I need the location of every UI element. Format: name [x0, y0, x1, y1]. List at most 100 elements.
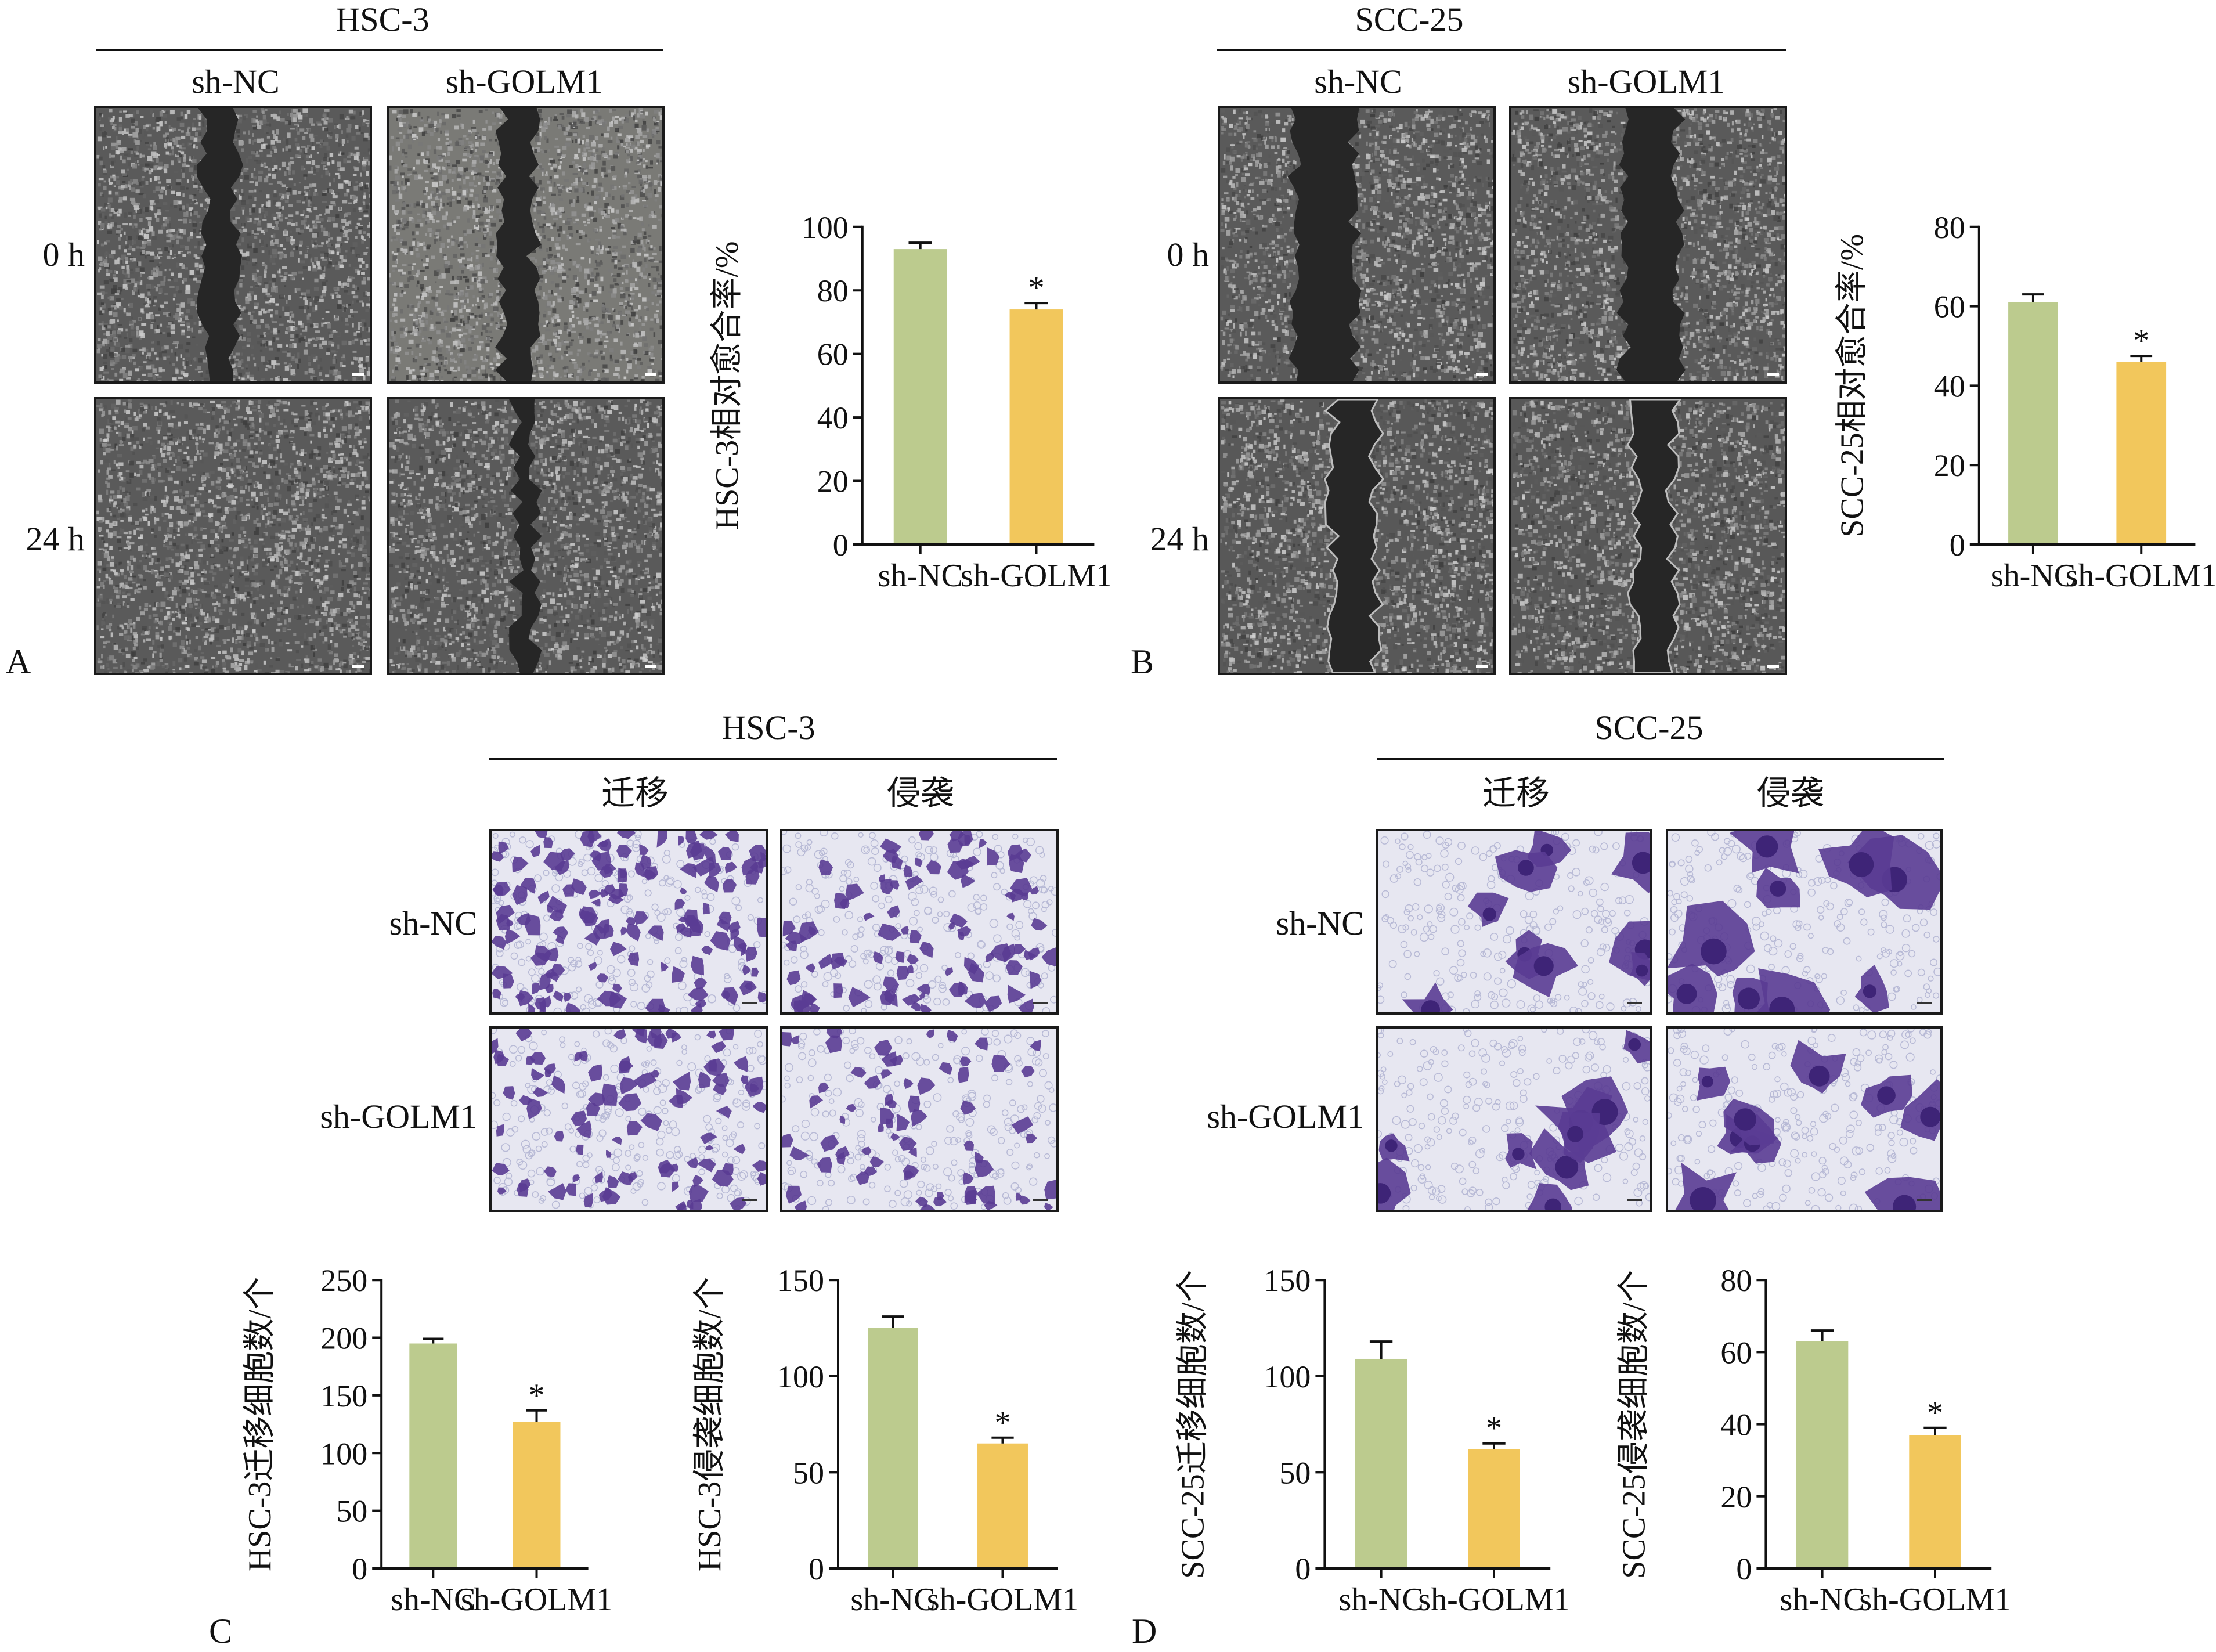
wound-image-hsc3-shgolm1-24h [387, 397, 665, 675]
wound-image-scc25-shnc-24h [1218, 397, 1496, 675]
transwell-image-hsc3-migration-shnc [489, 829, 768, 1015]
transwell-image-scc25-migration-shgolm1 [1376, 1026, 1652, 1212]
panel-b-row-0h: 0 h [1167, 238, 1210, 272]
y-axis-label: SCC-25相对愈合率/% [1835, 234, 1871, 538]
y-tick-label: 250 [320, 1263, 367, 1298]
y-tick-label: 150 [1264, 1263, 1311, 1298]
y-axis-label: HSC-3迁移细胞数/个 [242, 1277, 278, 1571]
y-tick-label: 100 [777, 1359, 824, 1394]
x-tick-label: sh-NC [878, 558, 963, 594]
significance-marker: * [1028, 270, 1045, 306]
panel-c-title: HSC-3 [721, 711, 815, 745]
panel-b-col-sh-nc: sh-NC [1314, 65, 1402, 99]
x-tick-label: sh-NC [391, 1582, 475, 1618]
panel-d-col-invasion: 侵袭 [1757, 777, 1824, 810]
y-tick-label: 50 [1279, 1455, 1311, 1490]
error-bar-sh-golm1 [1024, 302, 1048, 310]
panel-a-row-24h: 24 h [26, 522, 85, 556]
transwell-image-hsc3-invasion-shgolm1 [780, 1026, 1059, 1212]
error-bar-sh-golm1 [1482, 1442, 1506, 1449]
error-bar-sh-nc [423, 1337, 444, 1344]
y-tick-label: 80 [1934, 210, 1965, 245]
panel-c-row-sh-nc: sh-NC [389, 907, 477, 940]
panel-a-title: HSC-3 [335, 3, 429, 37]
y-tick-label: 100 [320, 1436, 367, 1471]
significance-marker: * [2133, 323, 2149, 359]
panel-c-col-invasion: 侵袭 [887, 777, 954, 810]
significance-marker: * [995, 1405, 1011, 1441]
error-bar-sh-nc [1810, 1329, 1834, 1341]
bar-sh-golm1 [1468, 1449, 1520, 1568]
bar-sh-nc [1355, 1358, 1407, 1568]
transwell-image-scc25-invasion-shgolm1 [1666, 1026, 1943, 1212]
transwell-image-hsc3-migration-shgolm1 [489, 1026, 768, 1212]
chart-scc25-migration-cells: sh-NC * sh-GOLM1 0 50 100 150 SCC-25迁移细胞数/个 [1175, 1263, 1570, 1618]
transwell-image-scc25-migration-shnc [1376, 829, 1652, 1015]
axes [1977, 225, 2196, 546]
significance-marker: * [529, 1377, 545, 1413]
x-tick-label: sh-GOLM1 [461, 1582, 612, 1618]
bar-sh-nc [409, 1343, 457, 1568]
error-bar-sh-golm1 [1923, 1426, 1947, 1435]
chart-hsc3-migration-cells: sh-NC * sh-GOLM1 0 50 100 150 200 250 HSC-3迁移细胞数/… [242, 1263, 612, 1618]
panel-b-letter: B [1131, 644, 1154, 679]
panel-c-letter: C [209, 1614, 232, 1649]
error-bar-sh-nc [908, 241, 932, 250]
bar-sh-golm1 [1909, 1435, 1961, 1568]
y-tick-label: 80 [1720, 1263, 1752, 1298]
transwell-image-scc25-invasion-shnc [1666, 829, 1943, 1015]
y-tick-label: 50 [793, 1455, 824, 1490]
bar-sh-golm1 [513, 1422, 561, 1568]
y-tick-label: 20 [1720, 1480, 1752, 1514]
error-bar-sh-nc [1369, 1340, 1393, 1359]
axes [861, 225, 1095, 546]
x-tick-label: sh-GOLM1 [1418, 1582, 1569, 1618]
y-tick-label: 0 [809, 1552, 824, 1586]
y-axis-label: SCC-25迁移细胞数/个 [1175, 1270, 1211, 1579]
y-tick-label: 80 [817, 273, 849, 308]
panel-b-col-sh-golm1: sh-GOLM1 [1568, 65, 1725, 99]
chart-hsc3-healing-rate: sh-NC * sh-GOLM1 0 20 40 60 80 100 HSC-3相对愈合率/% [709, 210, 1112, 594]
bar-sh-nc [868, 1328, 918, 1568]
panel-d-row-sh-nc: sh-NC [1276, 907, 1364, 940]
wound-image-scc25-shnc-0h [1218, 106, 1496, 384]
y-tick-label: 150 [320, 1379, 367, 1413]
x-tick-label: sh-GOLM1 [2066, 558, 2216, 594]
y-tick-label: 20 [1934, 448, 1965, 483]
panel-a-title-rule [96, 49, 663, 51]
bar-sh-golm1 [977, 1443, 1028, 1568]
wound-image-scc25-shgolm1-0h [1509, 106, 1787, 384]
chart-hsc3-invasion-cells: sh-NC * sh-GOLM1 0 50 100 150 HSC-3侵袭细胞数/个 [692, 1263, 1078, 1618]
panel-d-letter: D [1132, 1614, 1157, 1649]
y-tick-label: 0 [1295, 1552, 1311, 1586]
y-tick-label: 40 [1720, 1408, 1752, 1442]
x-tick-label: sh-NC [1991, 558, 2076, 594]
y-tick-label: 40 [1934, 369, 1965, 403]
error-bar-sh-nc [882, 1315, 904, 1328]
panel-c-row-sh-golm1: sh-GOLM1 [320, 1100, 477, 1134]
panel-b-title-rule [1217, 49, 1786, 51]
panel-c-col-migration: 迁移 [601, 777, 669, 810]
y-tick-label: 0 [352, 1552, 367, 1586]
panel-c-title-rule [489, 758, 1057, 760]
error-bar-sh-golm1 [2130, 355, 2153, 362]
panel-d-title: SCC-25 [1595, 711, 1703, 745]
panel-d-title-rule [1377, 758, 1944, 760]
bar-sh-nc [893, 249, 947, 544]
panel-b-row-24h: 24 h [1150, 522, 1210, 556]
y-tick-label: 100 [1264, 1359, 1311, 1394]
y-tick-label: 0 [1950, 528, 1965, 562]
panel-a-letter: A [6, 644, 31, 679]
y-axis-label: HSC-3侵袭细胞数/个 [692, 1277, 728, 1571]
wound-image-hsc3-shnc-0h [94, 106, 372, 384]
error-bar-sh-golm1 [526, 1409, 547, 1422]
y-tick-label: 20 [817, 464, 849, 499]
y-tick-label: 150 [777, 1263, 824, 1298]
panel-a-row-0h: 0 h [43, 238, 85, 272]
x-tick-label: sh-NC [1338, 1582, 1423, 1618]
y-tick-label: 100 [802, 210, 849, 245]
bar-sh-nc [2008, 302, 2058, 544]
y-tick-label: 200 [320, 1321, 367, 1356]
chart-scc25-invasion-cells: sh-NC * sh-GOLM1 0 20 40 60 80 SCC-25侵袭细胞数/个 [1616, 1263, 2011, 1618]
transwell-image-hsc3-invasion-shnc [780, 829, 1059, 1015]
